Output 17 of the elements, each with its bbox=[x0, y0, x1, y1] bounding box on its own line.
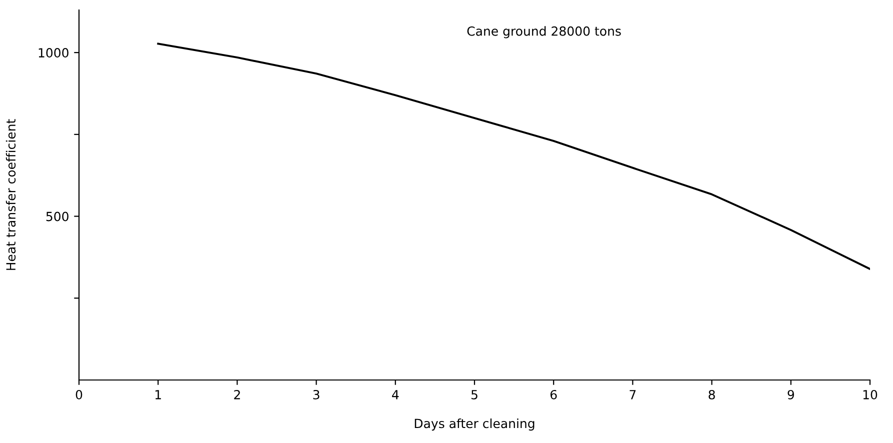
x-tick-label: 1 bbox=[155, 390, 161, 400]
x-tick-label: 7 bbox=[630, 390, 636, 400]
annotation: Cane ground 28000 tons bbox=[467, 26, 621, 38]
y-axis-title: Heat transfer coefficient bbox=[6, 119, 16, 270]
x-tick-label: 6 bbox=[550, 390, 557, 400]
x-tick-label: 4 bbox=[392, 390, 399, 400]
x-tick-label: 10 bbox=[863, 390, 878, 400]
x-tick-label: 8 bbox=[708, 390, 715, 400]
y-tick-label: 1000 bbox=[38, 48, 68, 58]
line-series bbox=[157, 42, 870, 270]
y-tick-label: 500 bbox=[46, 212, 68, 222]
x-tick-label: 5 bbox=[471, 390, 478, 400]
x-tick-label: 3 bbox=[313, 390, 320, 400]
x-tick-label: 9 bbox=[788, 390, 794, 400]
x-tick-label: 2 bbox=[234, 390, 240, 400]
x-tick-label: 0 bbox=[76, 390, 82, 400]
x-axis-title: Days after cleaning bbox=[414, 418, 534, 431]
